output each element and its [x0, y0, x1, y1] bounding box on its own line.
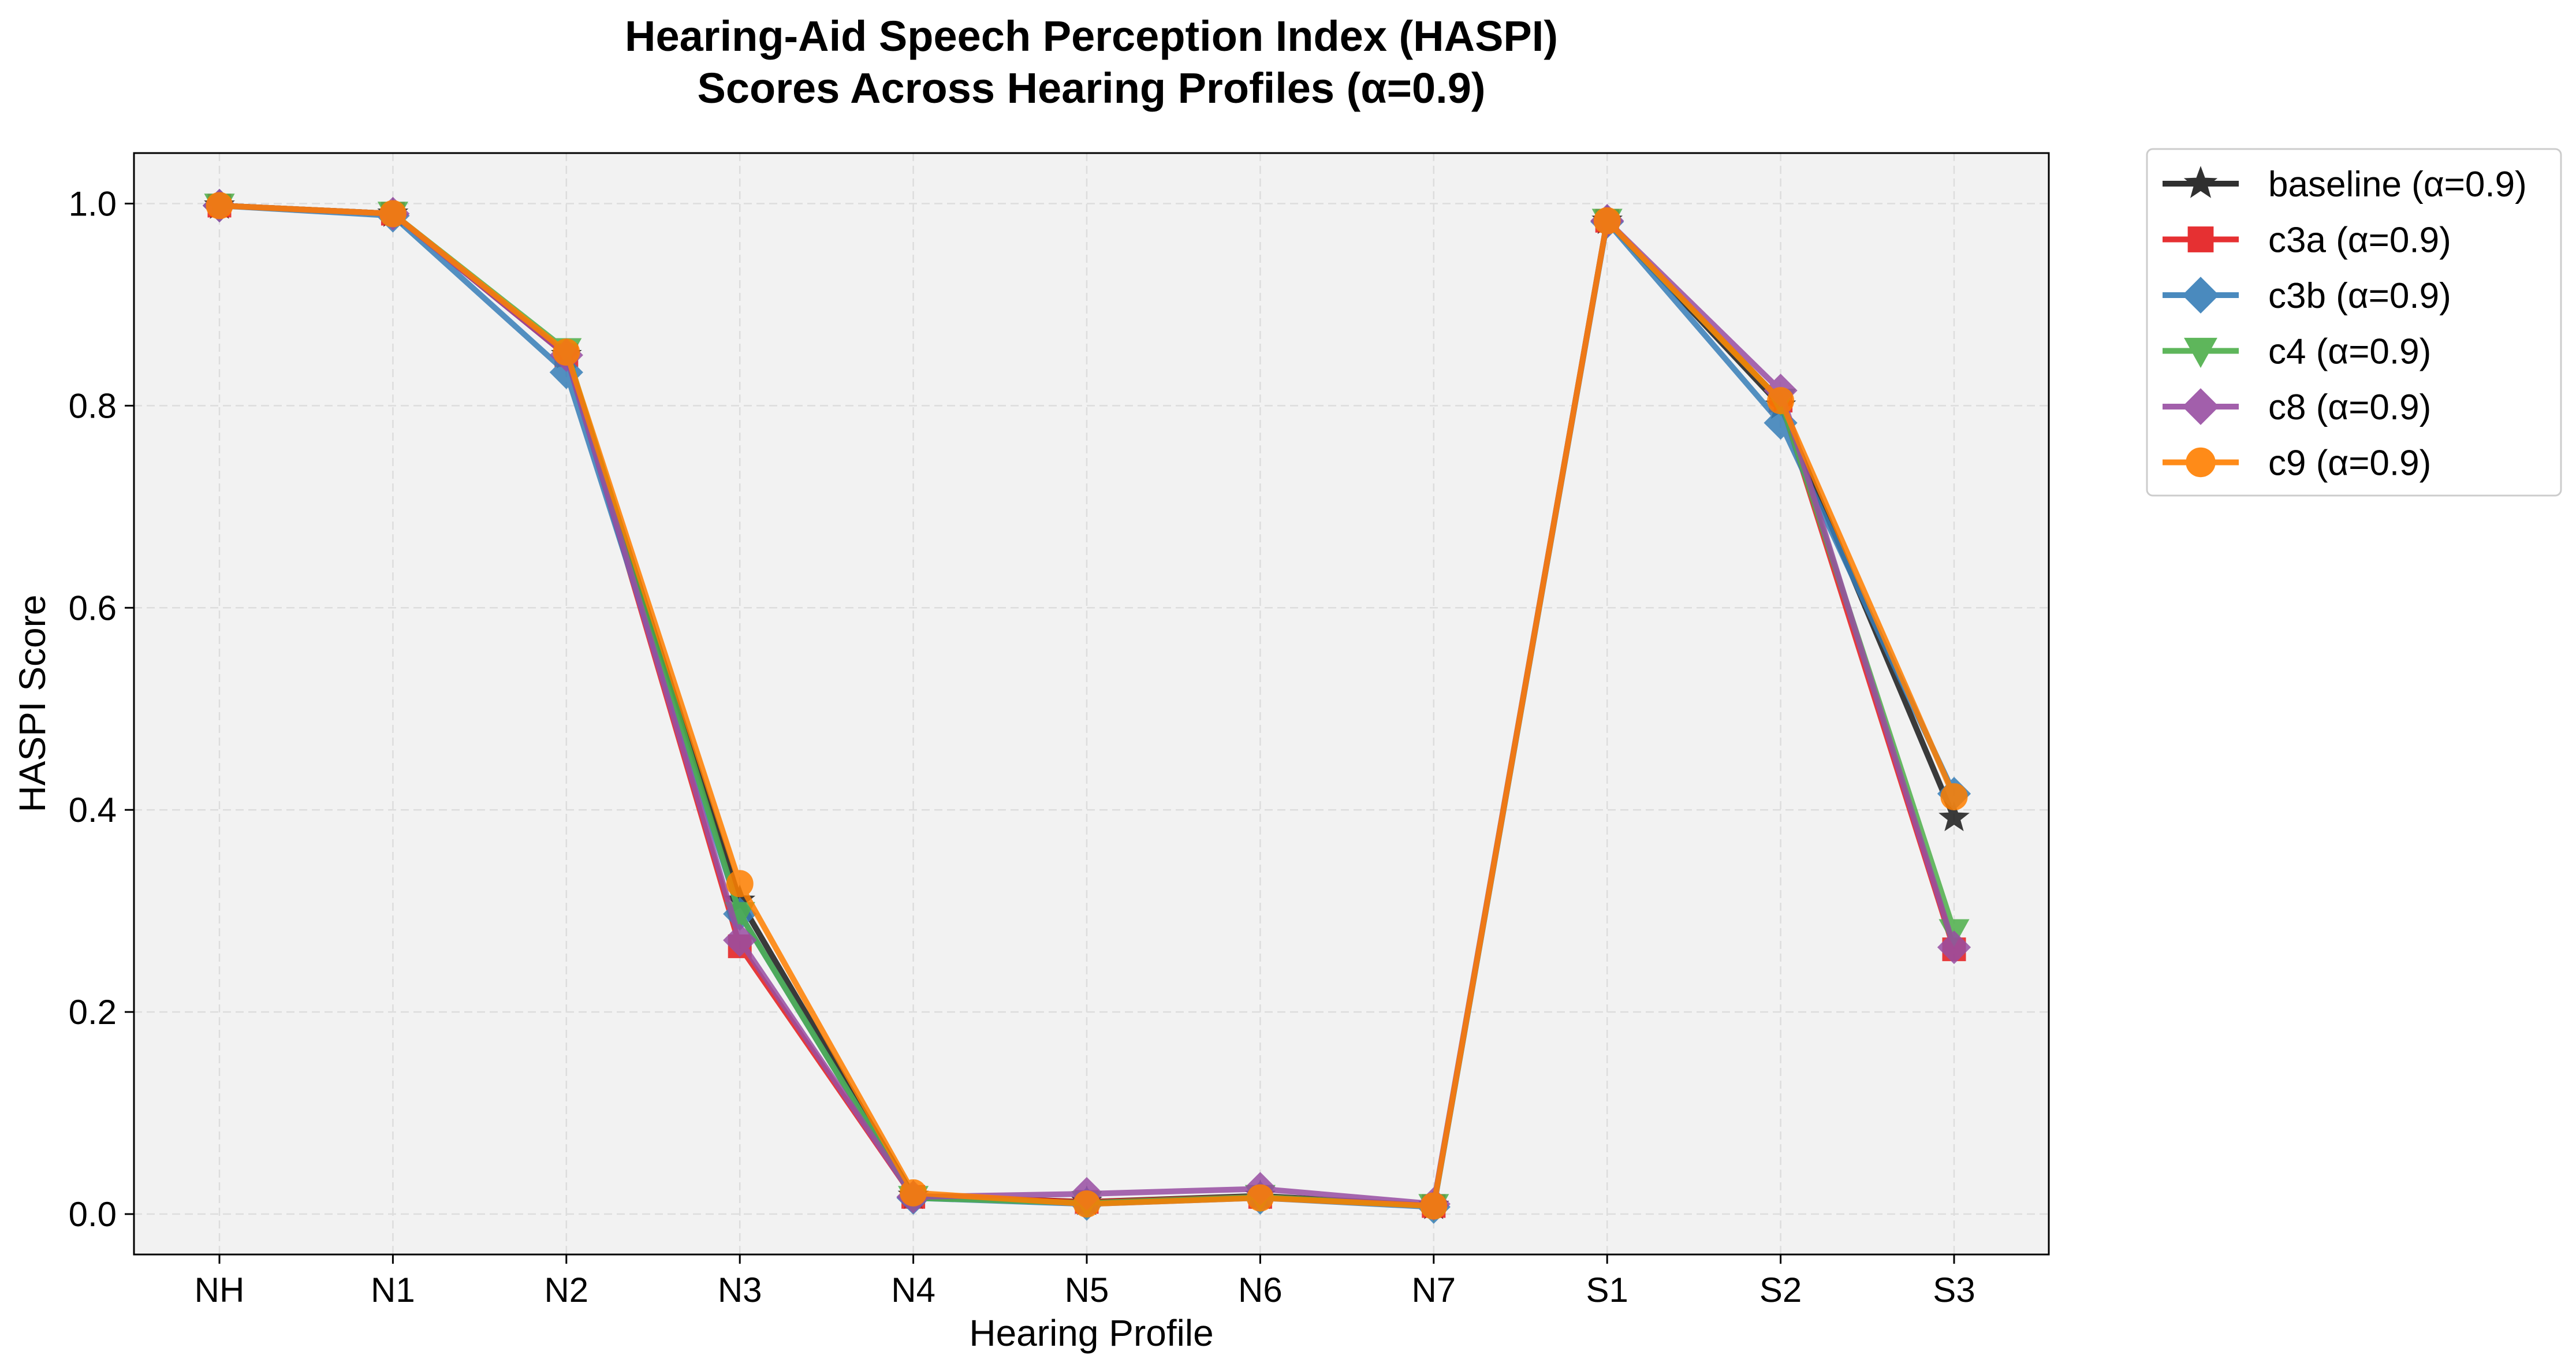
y-tick-label: 0.0	[69, 1195, 117, 1234]
legend-entry	[2163, 447, 2239, 478]
x-axis-title: Hearing Profile	[969, 1312, 1213, 1354]
x-tick-label: N2	[544, 1271, 588, 1309]
plot-area	[134, 153, 2049, 1254]
data-point	[379, 200, 407, 228]
x-tick-label: N3	[718, 1271, 762, 1309]
legend-marker	[2183, 166, 2218, 198]
x-tick-label: N5	[1065, 1271, 1109, 1309]
data-point	[726, 870, 754, 898]
legend-marker	[2184, 337, 2217, 368]
data-point	[1938, 801, 1970, 832]
data-point	[1593, 207, 1621, 234]
data-point	[1937, 930, 1971, 965]
plot-frame	[133, 152, 2050, 1256]
grid-lines	[134, 153, 2049, 1254]
legend: baseline (α=0.9) c3a (α=0.9) c3b (α=0.9) c4…	[2146, 148, 2562, 497]
axis-ticks: NH N1 N2 N3 N4 N5 N6 N7 S1 S2 S3 0.0 0.2 0.4 0.6 0.8 1.0	[69, 184, 1975, 1309]
data-point	[1246, 1184, 1274, 1212]
legend-entry	[2163, 277, 2239, 314]
y-tick-label: 1.0	[69, 184, 117, 223]
data-point	[900, 1179, 927, 1207]
y-tick-label: 0.8	[69, 386, 117, 425]
data-point	[206, 192, 233, 219]
legend-label: c8 (α=0.9)	[2268, 388, 2431, 427]
data-point	[553, 338, 580, 366]
data-point	[723, 923, 757, 958]
series-5	[206, 192, 1968, 1220]
legend-label: c3a (α=0.9)	[2268, 221, 2451, 260]
legend-label: c4 (α=0.9)	[2268, 332, 2431, 372]
x-tick-label: N4	[891, 1271, 935, 1309]
y-tick-label: 0.2	[69, 993, 117, 1032]
legend-marker	[2186, 447, 2216, 478]
x-tick-label: N7	[1411, 1271, 1456, 1309]
data-point	[1073, 1190, 1101, 1218]
x-tick-label: N1	[371, 1271, 415, 1309]
legend-marker	[2187, 226, 2214, 252]
legend-entry	[2163, 337, 2239, 368]
legend-entry	[2163, 226, 2239, 252]
y-tick-label: 0.4	[69, 791, 117, 829]
data-point	[1420, 1192, 1448, 1220]
data-point	[1940, 783, 1968, 810]
y-axis-title: HASPI Score	[12, 594, 53, 812]
legend-marker	[2182, 388, 2219, 425]
chart-subtitle: Scores Across Hearing Profiles (α=0.9)	[697, 64, 1485, 112]
series-layer	[202, 188, 1971, 1224]
chart-title: Hearing-Aid Speech Perception Index (HAS…	[625, 12, 1558, 60]
data-point	[1767, 387, 1795, 415]
legend-label: baseline (α=0.9)	[2268, 165, 2527, 204]
legend-entry	[2163, 166, 2239, 198]
x-tick-label: S2	[1759, 1271, 1802, 1309]
x-tick-label: N6	[1238, 1271, 1283, 1309]
x-tick-label: NH	[195, 1271, 245, 1309]
legend-marker	[2182, 277, 2219, 314]
legend-label: c3b (α=0.9)	[2268, 276, 2451, 316]
x-tick-label: S1	[1586, 1271, 1628, 1309]
y-tick-label: 0.6	[69, 589, 117, 627]
legend-label: c9 (α=0.9)	[2268, 444, 2431, 483]
x-tick-label: S3	[1933, 1271, 1975, 1309]
legend-entry	[2163, 388, 2239, 425]
legend-box	[2146, 148, 2562, 497]
